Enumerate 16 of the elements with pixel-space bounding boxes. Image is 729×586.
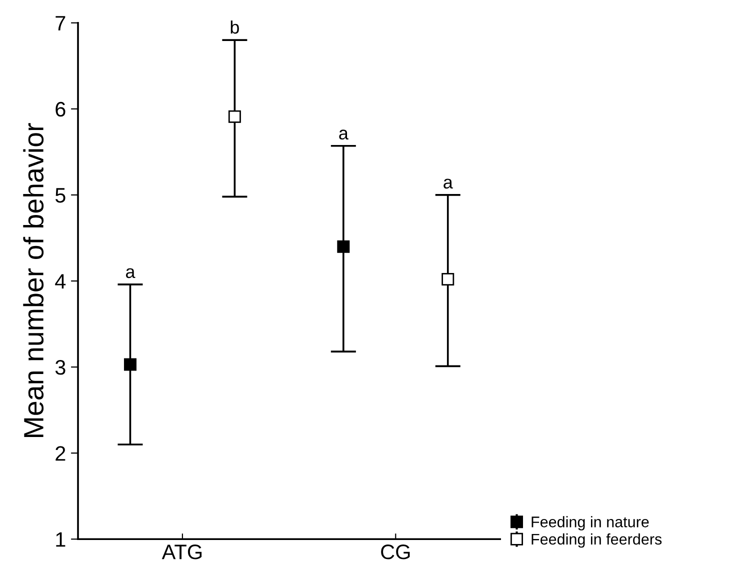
y-tick-label: 2 — [56, 446, 66, 461]
y-tick-label: 3 — [55, 360, 66, 375]
annotation: b — [230, 20, 239, 34]
y-tick-label: 1 — [56, 532, 66, 547]
y-tick-label: 7 — [56, 16, 66, 30]
annotation: a — [339, 130, 348, 140]
annotation: a — [126, 268, 136, 278]
annotation: a — [444, 178, 453, 189]
y-tick-label: 6 — [56, 102, 66, 117]
x-tick-label: ATG — [162, 544, 202, 560]
y-axis-title: Mean number of behavior — [23, 123, 44, 437]
legend-label: Feeding in feerders — [532, 533, 662, 548]
y-tick-label: 5 — [55, 188, 66, 203]
legend-label: Feeding in nature — [532, 516, 649, 530]
x-tick-label: CG — [381, 544, 410, 560]
y-tick-label: 4 — [55, 274, 66, 289]
